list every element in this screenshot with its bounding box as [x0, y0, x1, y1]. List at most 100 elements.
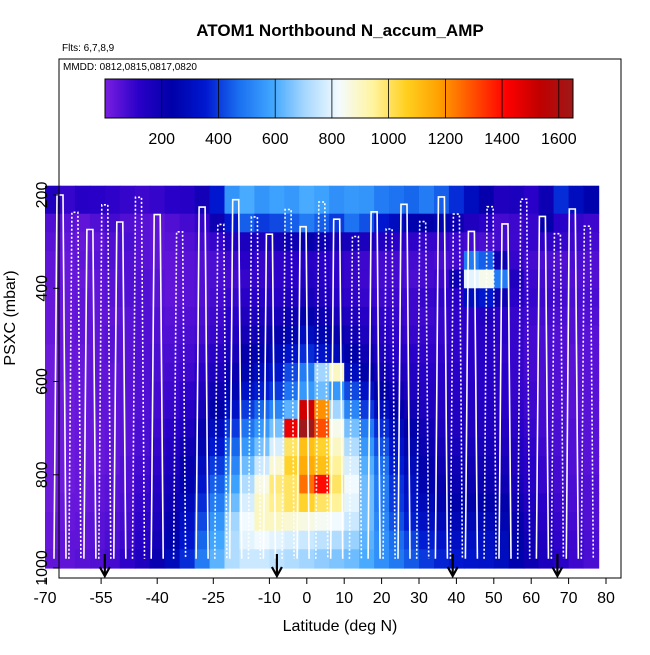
heatmap-cell: [523, 213, 540, 233]
heatmap-cell: [463, 269, 480, 289]
heatmap-cell: [493, 493, 510, 513]
heatmap-cell: [344, 512, 360, 532]
flight-track: [68, 211, 82, 559]
colorbar-tick-label: 800: [319, 131, 346, 148]
heatmap-cell: [149, 456, 166, 476]
heatmap-cell: [239, 362, 256, 383]
heatmap-cell: [284, 250, 300, 271]
heatmap-cell: [179, 381, 196, 401]
heatmap-cell: [508, 250, 525, 271]
heatmap-cell: [224, 418, 241, 439]
heatmap-cell: [523, 437, 540, 457]
heatmap-cell: [419, 437, 435, 457]
heatmap-cell: [194, 456, 211, 476]
heatmap-cell: [74, 250, 91, 271]
heatmap-cell: [254, 362, 270, 383]
dates-label: MMDD: 0812,0815,0817,0820: [63, 62, 197, 73]
x-axis-label: Latitude (deg N): [283, 618, 398, 635]
heatmap-cell: [239, 250, 256, 271]
heatmap-cell: [60, 232, 76, 252]
heatmap-cell: [583, 232, 600, 252]
heatmap-cell: [209, 325, 226, 345]
arrow-head: [98, 566, 111, 579]
heatmap-cell: [209, 437, 226, 457]
heatmap-cell: [314, 306, 330, 327]
heatmap-cell: [523, 185, 540, 215]
heatmap-cell: [60, 344, 76, 364]
heatmap-cell: [164, 400, 181, 420]
heatmap-cell: [404, 269, 420, 289]
heatmap-cell: [209, 381, 226, 401]
heatmap-cell: [239, 456, 256, 476]
heatmap-cell: [119, 549, 136, 569]
heatmap-cell: [314, 185, 330, 215]
heatmap-cell: [104, 185, 121, 215]
heatmap-cell: [389, 269, 405, 289]
heatmap-cell: [224, 512, 241, 532]
heatmap-cell: [164, 437, 181, 457]
heatmap-cell: [60, 456, 76, 476]
heatmap-cell: [45, 418, 61, 439]
heatmap-cell: [508, 213, 525, 233]
heatmap-cell: [149, 250, 166, 271]
heatmap-cell: [583, 269, 600, 289]
x-tick-label: -25: [202, 590, 225, 607]
heatmap-cell: [284, 306, 300, 327]
heatmap-cell: [523, 232, 540, 252]
heatmap-cell: [179, 185, 196, 215]
heatmap-cell: [538, 185, 555, 215]
heatmap-cell: [239, 400, 256, 420]
colorbar: [104, 78, 574, 119]
heatmap-cell: [269, 456, 285, 476]
heatmap-cell: [568, 232, 585, 252]
heatmap-cell: [239, 474, 256, 495]
heatmap-cell: [224, 362, 241, 383]
heatmap-cell: [89, 250, 106, 271]
heatmap-cell: [583, 493, 600, 513]
heatmap-cell: [359, 213, 375, 233]
heatmap-cell: [74, 269, 91, 289]
heatmap-cell: [269, 288, 285, 308]
heatmap-cell: [463, 250, 480, 271]
x-tick-label: 50: [485, 590, 503, 607]
heatmap-cell: [389, 549, 405, 569]
heatmap-cell: [553, 400, 570, 420]
heatmap-cell: [89, 530, 106, 550]
heatmap-cell: [389, 530, 405, 550]
heatmap-cell: [134, 493, 151, 513]
heatmap-cell: [359, 456, 375, 476]
heatmap-cell: [149, 269, 166, 289]
heatmap-cell: [463, 325, 480, 345]
colorbar-tick-label: 1000: [371, 131, 407, 148]
heatmap-cell: [329, 250, 345, 271]
heatmap-cell: [359, 400, 375, 420]
heatmap-cell: [329, 512, 345, 532]
heatmap-cell: [434, 269, 450, 289]
heatmap-cell: [60, 325, 76, 345]
heatmap-cell: [478, 530, 495, 550]
heatmap-cell: [74, 325, 91, 345]
heatmap-cell: [493, 185, 510, 215]
heatmap-cell: [523, 418, 540, 439]
surface-arrows: [98, 554, 564, 579]
heatmap-cell: [74, 344, 91, 364]
flight-track: [329, 218, 344, 559]
flight-track: [53, 194, 67, 559]
heatmap-cell: [284, 213, 300, 233]
heatmap-cell: [538, 456, 555, 476]
heatmap-cell: [209, 456, 226, 476]
heatmap-cell: [359, 381, 375, 401]
heatmap-cell: [104, 456, 121, 476]
flight-track: [262, 233, 277, 559]
heatmap-cell: [389, 381, 405, 401]
heatmap-cell: [404, 530, 420, 550]
heatmap-cell: [523, 456, 540, 476]
heatmap-cell: [493, 512, 510, 532]
heatmap-cell: [164, 493, 181, 513]
heatmap-cell: [299, 474, 315, 495]
heatmap-cell: [568, 185, 585, 215]
heatmap-cell: [568, 493, 585, 513]
heatmap-cell: [254, 400, 270, 420]
heatmap-cell: [45, 381, 61, 401]
heatmap-cell: [508, 288, 525, 308]
